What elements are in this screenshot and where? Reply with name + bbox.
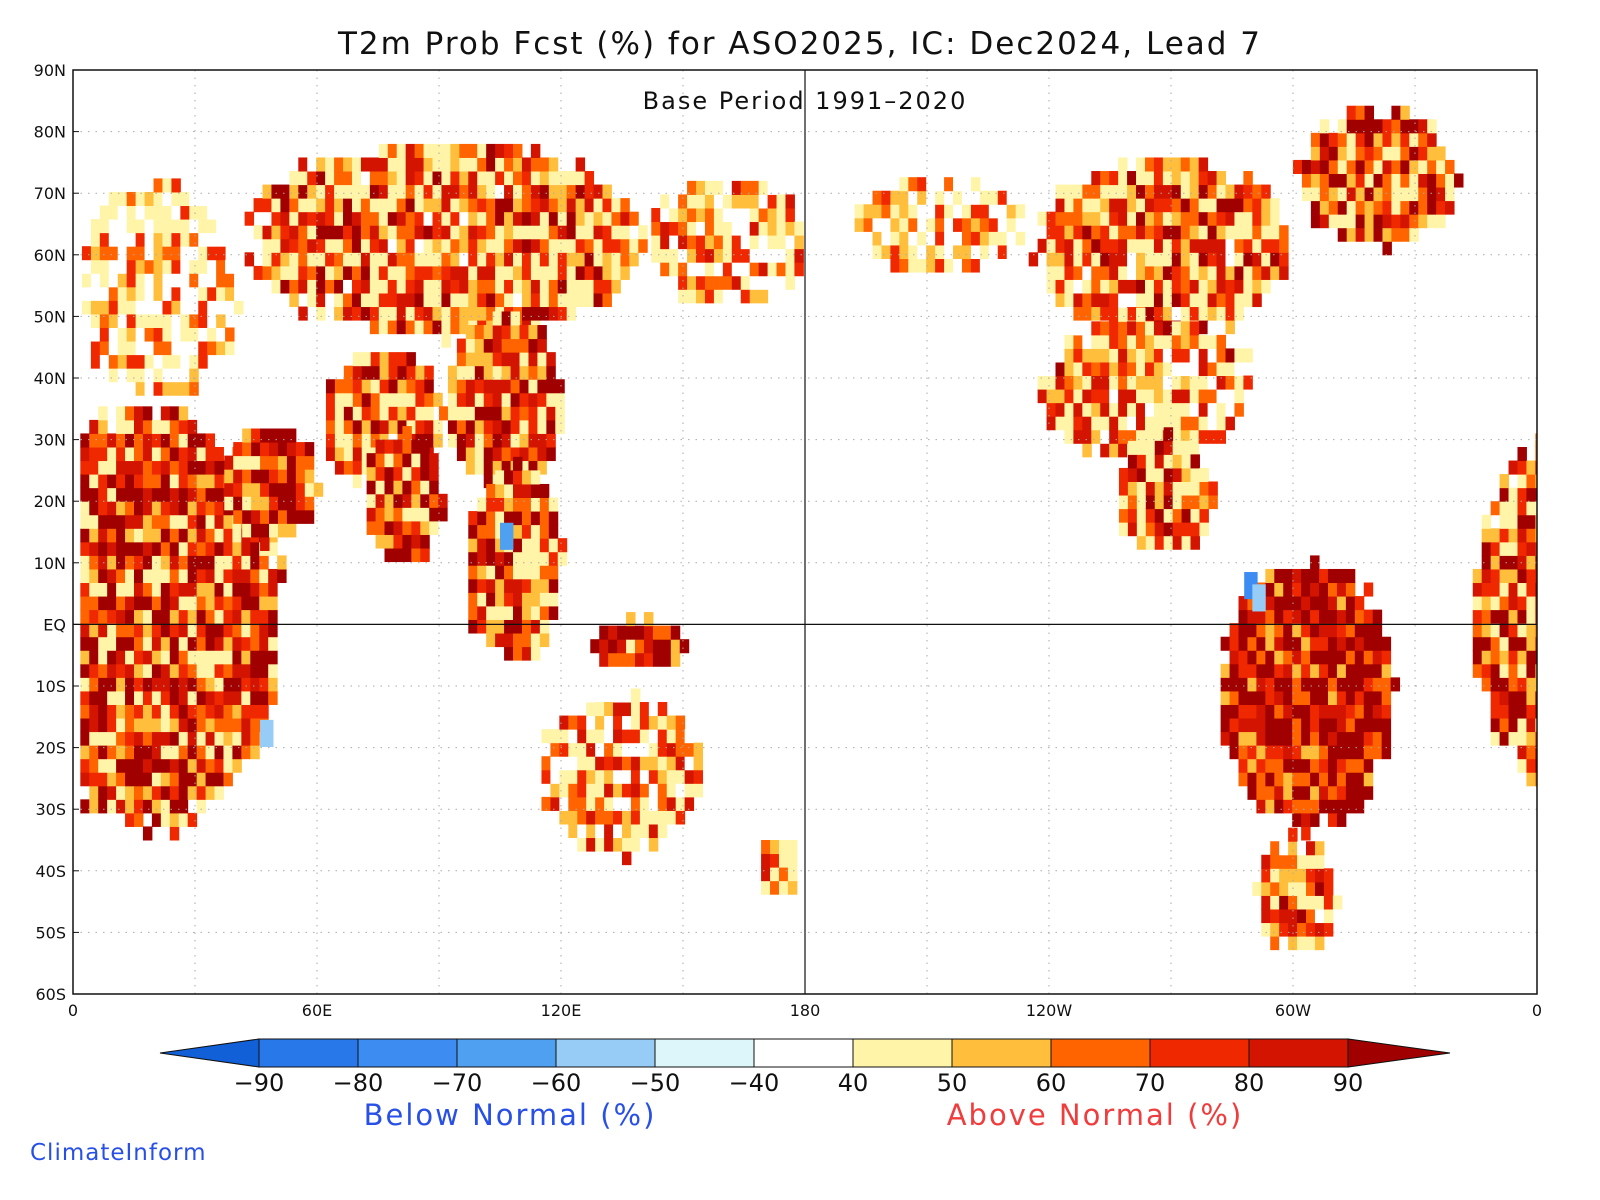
- lat-tick-label: 60N: [34, 246, 66, 265]
- lat-tick-label: EQ: [43, 615, 66, 634]
- colorbar-tick-label: −90: [234, 1069, 285, 1097]
- below-normal-label: Below Normal (%): [363, 1098, 657, 1132]
- colorbar-tick-label: −40: [729, 1069, 780, 1097]
- lat-tick-label: 80N: [34, 123, 66, 142]
- colorbar-tick-label: 40: [838, 1069, 869, 1097]
- lat-tick-label: 40S: [35, 862, 66, 881]
- lat-tick-label: 50N: [34, 307, 66, 326]
- lat-tick-label: 30S: [35, 800, 66, 819]
- above-normal-label: Above Normal (%): [946, 1098, 1244, 1132]
- lat-tick-label: 90N: [34, 61, 66, 80]
- colorbar-tick-label: −80: [333, 1069, 384, 1097]
- lat-tick-label: 50S: [35, 923, 66, 942]
- lon-tick-label: 180: [790, 1001, 821, 1020]
- colorbar-tick-label: 50: [937, 1069, 968, 1097]
- lon-tick-label: 60E: [302, 1001, 332, 1020]
- lon-tick-label: 0: [1532, 1001, 1542, 1020]
- lat-tick-label: 40N: [34, 369, 66, 388]
- lat-tick-label: 70N: [34, 184, 66, 203]
- colorbar-tick-label: 90: [1333, 1069, 1364, 1097]
- map-title: T2m Prob Fcst (%) for ASO2025, IC: Dec20…: [337, 26, 1263, 62]
- colorbar-tick-label: −70: [432, 1069, 483, 1097]
- land-probability-field: [80, 105, 1537, 951]
- colorbar-tick-label: 70: [1135, 1069, 1166, 1097]
- colorbar-tick-label: 60: [1036, 1069, 1067, 1097]
- lon-tick-label: 120W: [1026, 1001, 1073, 1020]
- longitude-labels: 0 60E 120E 180 120W 60W 0: [68, 1001, 1542, 1020]
- lat-tick-label: 20S: [35, 739, 66, 758]
- lon-tick-label: 0: [68, 1001, 78, 1020]
- lat-tick-label: 60S: [35, 985, 66, 1004]
- lon-tick-label: 120E: [541, 1001, 582, 1020]
- lat-tick-label: 10S: [35, 677, 66, 696]
- colorbar-labels: −90 −80 −70 −60 −50 −40 40 50 60 70 80 90: [234, 1069, 1364, 1097]
- colorbar-tick-label: 80: [1234, 1069, 1265, 1097]
- colorbar: [159, 1038, 1451, 1068]
- colorbar-tick-label: −60: [531, 1069, 582, 1097]
- base-period-label: Base Period 1991–2020: [643, 87, 968, 115]
- latitude-labels: 90N 80N 70N 60N 50N 40N 30N 20N 10N EQ 10S 20S 30S 40…: [34, 61, 79, 1004]
- credit-label: ClimateInform: [30, 1140, 207, 1166]
- lon-tick-label: 60W: [1275, 1001, 1311, 1020]
- colorbar-tick-label: −50: [630, 1069, 681, 1097]
- lat-tick-label: 10N: [34, 554, 66, 573]
- lat-tick-label: 30N: [34, 431, 66, 450]
- lat-tick-label: 20N: [34, 492, 66, 511]
